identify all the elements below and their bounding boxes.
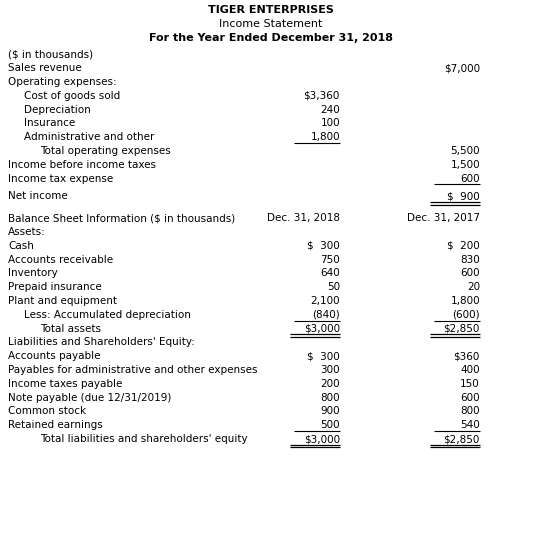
Text: Plant and equipment: Plant and equipment [8,296,117,306]
Text: ($ in thousands): ($ in thousands) [8,50,93,59]
Text: Total liabilities and shareholders' equity: Total liabilities and shareholders' equi… [40,434,248,444]
Text: 600: 600 [460,269,480,278]
Text: 500: 500 [320,420,340,430]
Text: Assets:: Assets: [8,227,46,237]
Text: $7,000: $7,000 [444,63,480,73]
Text: Payables for administrative and other expenses: Payables for administrative and other ex… [8,365,257,375]
Text: Total assets: Total assets [40,324,101,334]
Text: $360: $360 [454,351,480,361]
Text: $3,000: $3,000 [304,434,340,444]
Text: 830: 830 [460,255,480,265]
Text: Net income: Net income [8,191,68,201]
Text: 2,100: 2,100 [311,296,340,306]
Text: Depreciation: Depreciation [24,105,91,115]
Text: Dec. 31, 2018: Dec. 31, 2018 [267,213,340,223]
Text: Cash: Cash [8,241,34,251]
Text: Income taxes payable: Income taxes payable [8,379,122,389]
Text: 240: 240 [320,105,340,115]
Text: 300: 300 [320,365,340,375]
Text: Cost of goods sold: Cost of goods sold [24,91,120,101]
Text: $  300: $ 300 [307,241,340,251]
Text: 600: 600 [460,174,480,184]
Text: 150: 150 [460,379,480,389]
Text: Accounts receivable: Accounts receivable [8,255,113,265]
Text: Income before income taxes: Income before income taxes [8,160,156,170]
Text: 5,500: 5,500 [450,146,480,156]
Text: 800: 800 [320,392,340,403]
Text: Inventory: Inventory [8,269,58,278]
Text: For the Year Ended December 31, 2018: For the Year Ended December 31, 2018 [149,33,393,43]
Text: 800: 800 [460,406,480,417]
Text: (840): (840) [312,310,340,320]
Text: 1,800: 1,800 [450,296,480,306]
Text: 750: 750 [320,255,340,265]
Text: $3,360: $3,360 [304,91,340,101]
Text: 540: 540 [460,420,480,430]
Text: 400: 400 [460,365,480,375]
Text: 1,800: 1,800 [311,132,340,142]
Text: $  300: $ 300 [307,351,340,361]
Text: Prepaid insurance: Prepaid insurance [8,282,102,292]
Text: Common stock: Common stock [8,406,86,417]
Text: Sales revenue: Sales revenue [8,63,82,73]
Text: Balance Sheet Information ($ in thousands): Balance Sheet Information ($ in thousand… [8,213,235,223]
Text: Administrative and other: Administrative and other [24,132,154,142]
Text: 640: 640 [320,269,340,278]
Text: Operating expenses:: Operating expenses: [8,77,117,87]
Text: 200: 200 [320,379,340,389]
Text: $3,000: $3,000 [304,324,340,334]
Text: $2,850: $2,850 [443,434,480,444]
Text: Income tax expense: Income tax expense [8,174,113,184]
Text: Retained earnings: Retained earnings [8,420,103,430]
Text: Accounts payable: Accounts payable [8,351,100,361]
Text: Income Statement: Income Statement [220,19,322,29]
Text: Insurance: Insurance [24,119,75,128]
Text: 50: 50 [327,282,340,292]
Text: 100: 100 [320,119,340,128]
Text: 900: 900 [320,406,340,417]
Text: $  900: $ 900 [447,191,480,201]
Text: $  200: $ 200 [447,241,480,251]
Text: TIGER ENTERPRISES: TIGER ENTERPRISES [208,5,334,15]
Text: 600: 600 [460,392,480,403]
Text: Liabilities and Shareholders' Equity:: Liabilities and Shareholders' Equity: [8,337,195,348]
Text: Dec. 31, 2017: Dec. 31, 2017 [407,213,480,223]
Text: Note payable (due 12/31/2019): Note payable (due 12/31/2019) [8,392,171,403]
Text: 1,500: 1,500 [450,160,480,170]
Text: $2,850: $2,850 [443,324,480,334]
Text: Total operating expenses: Total operating expenses [40,146,171,156]
Text: 20: 20 [467,282,480,292]
Text: Less: Accumulated depreciation: Less: Accumulated depreciation [24,310,191,320]
Text: (600): (600) [453,310,480,320]
